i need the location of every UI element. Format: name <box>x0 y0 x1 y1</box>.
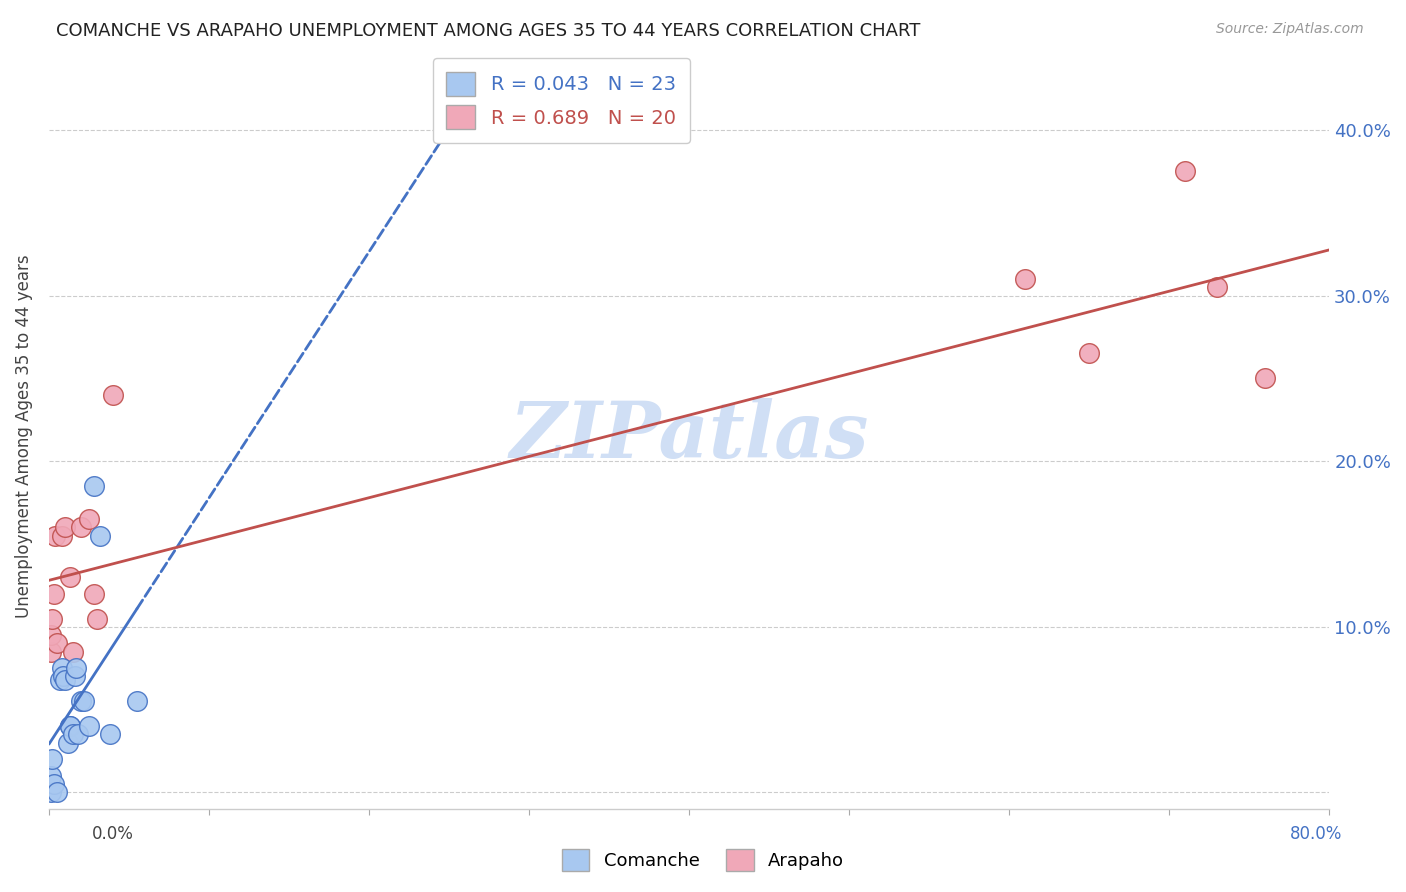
Y-axis label: Unemployment Among Ages 35 to 44 years: Unemployment Among Ages 35 to 44 years <box>15 254 32 618</box>
Point <box>89 529 111 543</box>
Point <box>65 661 87 675</box>
Text: ZIPatlas: ZIPatlas <box>509 398 869 475</box>
Point <box>59 570 82 584</box>
Point <box>46 785 69 799</box>
Point <box>70 694 93 708</box>
Text: COMANCHE VS ARAPAHO UNEMPLOYMENT AMONG AGES 35 TO 44 YEARS CORRELATION CHART: COMANCHE VS ARAPAHO UNEMPLOYMENT AMONG A… <box>56 22 921 40</box>
Point <box>62 727 84 741</box>
Point <box>46 636 69 650</box>
Point <box>49 673 72 687</box>
Legend: R = 0.043   N = 23, R = 0.689   N = 20: R = 0.043 N = 23, R = 0.689 N = 20 <box>433 59 689 143</box>
Text: Source: ZipAtlas.com: Source: ZipAtlas.com <box>1216 22 1364 37</box>
Point <box>1078 346 1101 360</box>
Point <box>42 587 65 601</box>
Point <box>59 719 82 733</box>
Text: 0.0%: 0.0% <box>91 825 134 843</box>
Point <box>70 520 93 534</box>
Point <box>53 673 76 687</box>
Point <box>77 719 100 733</box>
Point <box>39 645 62 659</box>
Text: 80.0%: 80.0% <box>1291 825 1343 843</box>
Point <box>1206 280 1229 294</box>
Point <box>41 752 63 766</box>
Point <box>73 694 96 708</box>
Point <box>39 628 62 642</box>
Point <box>42 777 65 791</box>
Point <box>86 611 108 625</box>
Point <box>62 645 84 659</box>
Point <box>44 529 66 543</box>
Point <box>1174 164 1197 178</box>
Point <box>101 388 124 402</box>
Point <box>1254 371 1277 385</box>
Point <box>125 694 148 708</box>
Point <box>98 727 121 741</box>
Point <box>66 727 89 741</box>
Point <box>39 785 62 799</box>
Point <box>53 520 76 534</box>
Point <box>83 587 105 601</box>
Point <box>56 736 79 750</box>
Point <box>52 669 75 683</box>
Point <box>83 479 105 493</box>
Point <box>63 669 86 683</box>
Point <box>59 719 82 733</box>
Point <box>39 769 62 783</box>
Legend: Comanche, Arapaho: Comanche, Arapaho <box>555 842 851 879</box>
Point <box>1014 272 1036 286</box>
Point <box>51 661 73 675</box>
Point <box>41 611 63 625</box>
Point <box>51 529 73 543</box>
Point <box>77 512 100 526</box>
